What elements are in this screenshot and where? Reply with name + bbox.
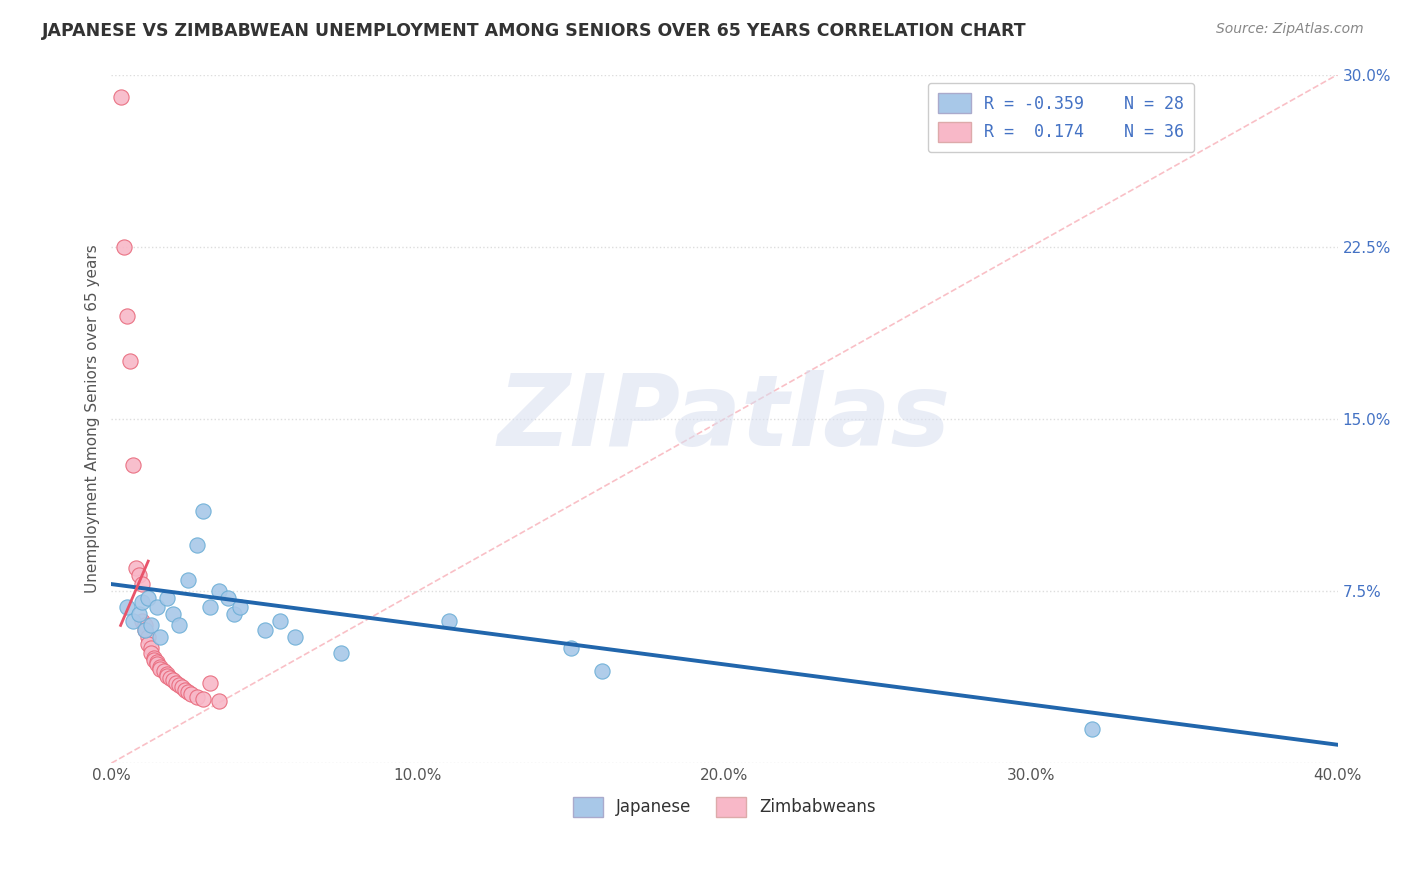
Point [167, 678, 190, 692]
Point [122, 614, 145, 628]
Point [177, 573, 200, 587]
Point [437, 614, 460, 628]
Point [115, 600, 138, 615]
Point [134, 623, 156, 637]
Point [143, 653, 166, 667]
Point [208, 694, 231, 708]
Point [141, 641, 163, 656]
Point [110, 90, 132, 104]
Point [134, 623, 156, 637]
Point [146, 657, 169, 672]
Point [269, 614, 291, 628]
Point [112, 240, 135, 254]
Point [131, 595, 153, 609]
Point [330, 646, 353, 660]
Point [146, 600, 169, 615]
Point [155, 666, 177, 681]
Point [591, 665, 613, 679]
Point [136, 637, 159, 651]
Point [167, 618, 190, 632]
Point [115, 309, 138, 323]
Text: JAPANESE VS ZIMBABWEAN UNEMPLOYMENT AMONG SENIORS OVER 65 YEARS CORRELATION CHAR: JAPANESE VS ZIMBABWEAN UNEMPLOYMENT AMON… [42, 22, 1026, 40]
Point [122, 458, 145, 472]
Point [125, 561, 148, 575]
Point [284, 630, 307, 644]
Point [143, 650, 166, 665]
Point [229, 600, 252, 615]
Point [141, 618, 163, 632]
Point [193, 691, 215, 706]
Point [149, 630, 172, 644]
Point [1081, 722, 1104, 736]
Point [186, 538, 208, 552]
Point [222, 607, 245, 621]
Point [141, 646, 163, 660]
Point [560, 641, 582, 656]
Point [136, 630, 159, 644]
Point [186, 690, 208, 704]
Text: Source: ZipAtlas.com: Source: ZipAtlas.com [1216, 22, 1364, 37]
Point [162, 607, 184, 621]
Point [155, 591, 177, 605]
Point [152, 665, 174, 679]
Point [159, 671, 181, 685]
Point [128, 568, 150, 582]
Point [134, 618, 156, 632]
Point [146, 655, 169, 669]
Point [149, 659, 172, 673]
Point [208, 584, 231, 599]
Point [198, 675, 221, 690]
Point [198, 600, 221, 615]
Text: ZIPatlas: ZIPatlas [498, 370, 950, 467]
Point [170, 681, 193, 695]
Point [217, 591, 239, 605]
Point [149, 662, 172, 676]
Point [180, 687, 202, 701]
Y-axis label: Unemployment Among Seniors over 65 years: Unemployment Among Seniors over 65 years [86, 244, 100, 593]
Point [253, 623, 276, 637]
Point [131, 614, 153, 628]
Point [118, 354, 141, 368]
Point [128, 607, 150, 621]
Point [136, 591, 159, 605]
Point [165, 675, 187, 690]
Point [193, 503, 215, 517]
Point [155, 669, 177, 683]
Point [131, 577, 153, 591]
Point [177, 685, 200, 699]
Legend: Japanese, Zimbabweans: Japanese, Zimbabweans [567, 790, 883, 823]
Point [174, 682, 197, 697]
Point [162, 673, 184, 688]
